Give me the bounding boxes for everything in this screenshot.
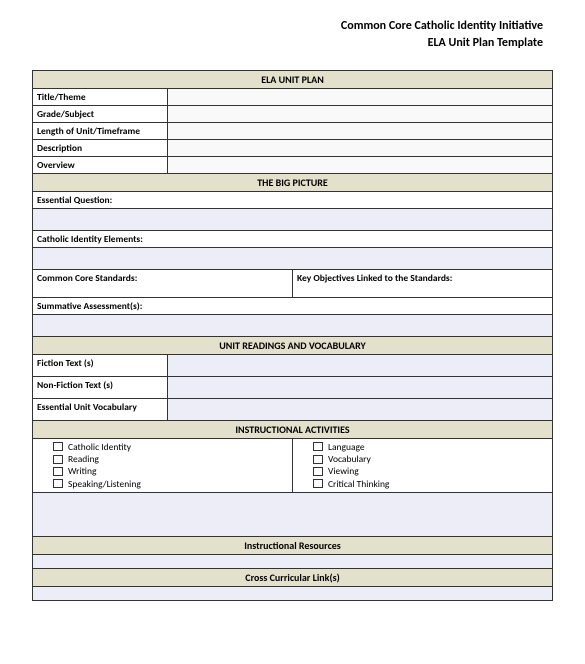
label-common-core: Common Core Standards: (33, 269, 293, 297)
checkbox-icon[interactable] (313, 455, 323, 464)
header-line-2: ELA Unit Plan Template (32, 35, 543, 52)
value-activities-area (33, 492, 553, 536)
label-fiction: Fiction Text (s) (33, 354, 168, 376)
value-essential (33, 208, 553, 230)
activity-item: Viewing (297, 465, 548, 477)
value-fiction (168, 354, 553, 376)
checkbox-icon[interactable] (313, 479, 323, 488)
activity-label: Viewing (328, 465, 359, 477)
value-description (168, 139, 553, 156)
activity-item: Reading (37, 453, 288, 465)
checkbox-icon[interactable] (53, 455, 63, 464)
value-summative (33, 314, 553, 336)
section-readings: UNIT READINGS AND VOCABULARY (33, 336, 553, 354)
activity-item: Vocabulary (297, 453, 548, 465)
activity-label: Reading (68, 453, 99, 465)
unit-plan-table: ELA UNIT PLAN Title/Theme Grade/Subject … (32, 70, 553, 601)
label-description: Description (33, 139, 168, 156)
value-nonfiction (168, 376, 553, 398)
label-length: Length of Unit/Timeframe (33, 122, 168, 139)
section-cross: Cross Curricular Link(s) (33, 568, 553, 586)
value-resources (33, 554, 553, 568)
activity-item: Catholic Identity (37, 441, 288, 453)
activity-label: Speaking/Listening (68, 478, 141, 490)
label-vocab: Essential Unit Vocabulary (33, 398, 168, 420)
value-catholic (33, 247, 553, 269)
activities-left-col: Catholic Identity Reading Writing Speaki… (33, 438, 293, 492)
header-line-1: Common Core Catholic Identity Initiative (32, 18, 543, 35)
checkbox-icon[interactable] (53, 467, 63, 476)
label-title: Title/Theme (33, 88, 168, 105)
label-grade: Grade/Subject (33, 105, 168, 122)
section-resources: Instructional Resources (33, 536, 553, 554)
checkbox-icon[interactable] (313, 467, 323, 476)
activity-label: Vocabulary (328, 453, 371, 465)
document-header: Common Core Catholic Identity Initiative… (32, 18, 553, 52)
activity-label: Language (328, 441, 365, 453)
value-grade (168, 105, 553, 122)
label-overview: Overview (33, 156, 168, 173)
checkbox-icon[interactable] (53, 442, 63, 451)
value-length (168, 122, 553, 139)
section-activities: INSTRUCTIONAL ACTIVITIES (33, 420, 553, 438)
value-title (168, 88, 553, 105)
activity-item: Writing (37, 465, 288, 477)
value-vocab (168, 398, 553, 420)
label-nonfiction: Non-Fiction Text (s) (33, 376, 168, 398)
activity-label: Critical Thinking (328, 478, 389, 490)
value-overview (168, 156, 553, 173)
label-essential: Essential Question: (33, 191, 553, 208)
activity-label: Catholic Identity (68, 441, 131, 453)
activity-item: Critical Thinking (297, 478, 548, 490)
checkbox-icon[interactable] (53, 479, 63, 488)
checkbox-icon[interactable] (313, 442, 323, 451)
label-catholic: Catholic Identity Elements: (33, 230, 553, 247)
value-cross (33, 586, 553, 600)
activity-item: Speaking/Listening (37, 478, 288, 490)
activities-right-col: Language Vocabulary Viewing Critical Thi… (292, 438, 552, 492)
activity-label: Writing (68, 465, 96, 477)
label-key-obj: Key Objectives Linked to the Standards: (292, 269, 552, 297)
label-summative: Summative Assessment(s): (33, 297, 553, 314)
section-big-picture: THE BIG PICTURE (33, 173, 553, 191)
activity-item: Language (297, 441, 548, 453)
section-unit-plan: ELA UNIT PLAN (33, 70, 553, 88)
